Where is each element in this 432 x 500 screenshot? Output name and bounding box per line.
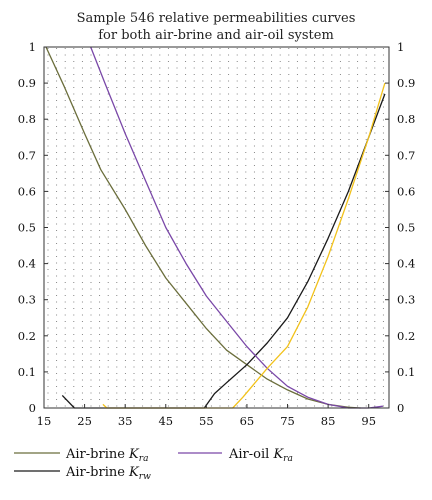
chart-title-line-2: for both air-brine and air-oil system: [98, 28, 334, 43]
axis-ticks: 15 25 35 45 55 65 75 85 95 0 0.1 0.2 0.3 0.4 0.5 0.6 0.7…: [18, 40, 416, 428]
y-tick-label-left: 0.9: [18, 76, 36, 90]
y-tick-label-left: 1: [29, 40, 36, 54]
x-tick-label: 55: [199, 414, 214, 428]
y-tick-label-left: 0: [29, 401, 36, 415]
y-tick-label-right: 0.9: [397, 76, 415, 90]
y-tick-label-right: 0.2: [397, 329, 415, 343]
x-tick-label: 75: [280, 414, 295, 428]
x-tick-label: 15: [37, 414, 52, 428]
y-tick-label-left: 0.3: [18, 293, 36, 307]
y-tick-label-right: 0: [397, 401, 404, 415]
x-tick-label: 25: [77, 414, 92, 428]
x-tick-label: 65: [240, 414, 255, 428]
y-tick-label-left: 0.2: [18, 329, 36, 343]
dotted-grid: [47, 48, 384, 407]
y-tick-label-right: 1: [397, 40, 404, 54]
y-tick-label-right: 0.7: [397, 148, 415, 162]
y-tick-label-left: 0.7: [18, 148, 36, 162]
chart-title-line-1: Sample 546 relative permeabilities curve…: [77, 11, 356, 26]
y-tick-label-right: 0.3: [397, 293, 415, 307]
x-tick-label: 35: [118, 414, 133, 428]
y-tick-label-left: 0.4: [18, 257, 36, 271]
y-tick-label-right: 0.4: [397, 257, 415, 271]
x-tick-label: 85: [321, 414, 336, 428]
y-tick-label-left: 0.8: [18, 112, 36, 126]
y-tick-label-right: 0.5: [397, 221, 415, 235]
y-tick-label-right: 0.6: [397, 184, 415, 198]
legend: Air-brine Kra Air-brine Krw Air-oil Kra: [14, 447, 293, 482]
series-line-0: [45, 46, 361, 409]
y-tick-label-left: 0.1: [18, 365, 36, 379]
y-tick-label-right: 0.1: [397, 365, 415, 379]
legend-label-air-brine-krw: Air-brine Krw: [65, 465, 151, 482]
legend-label-air-brine-kra: Air-brine Kra: [65, 447, 148, 464]
x-tick-label: 45: [158, 414, 173, 428]
series-line-2: [90, 46, 383, 409]
legend-label-air-oil-kra: Air-oil Kra: [228, 447, 293, 464]
y-tick-label-left: 0.6: [18, 184, 36, 198]
y-tick-label-right: 0.8: [397, 112, 415, 126]
y-tick-label-left: 0.5: [18, 221, 36, 235]
x-tick-label: 95: [361, 414, 376, 428]
